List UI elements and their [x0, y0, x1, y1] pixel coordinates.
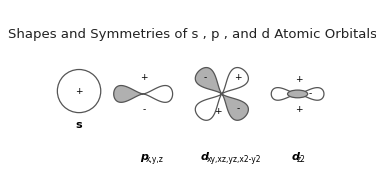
- Polygon shape: [271, 88, 297, 100]
- Polygon shape: [114, 86, 143, 102]
- Text: -: -: [308, 89, 312, 98]
- Text: s: s: [76, 120, 82, 130]
- Text: p: p: [140, 152, 148, 162]
- Text: +: +: [295, 75, 302, 84]
- Polygon shape: [195, 68, 222, 94]
- Text: d: d: [291, 152, 299, 162]
- Polygon shape: [222, 68, 249, 94]
- Text: d: d: [200, 152, 208, 162]
- Ellipse shape: [288, 90, 308, 98]
- Text: z2: z2: [297, 155, 306, 164]
- Polygon shape: [195, 94, 222, 120]
- Text: +: +: [295, 105, 302, 114]
- Polygon shape: [298, 88, 324, 100]
- Text: -: -: [204, 73, 207, 82]
- Text: -: -: [237, 104, 240, 113]
- Polygon shape: [222, 94, 249, 120]
- Text: +: +: [214, 107, 222, 116]
- Text: -: -: [142, 105, 146, 115]
- Text: +: +: [140, 73, 148, 82]
- Text: x,y,z: x,y,z: [146, 155, 163, 164]
- Text: Shapes and Symmetries of s , p , and d Atomic Orbitals: Shapes and Symmetries of s , p , and d A…: [8, 28, 376, 41]
- Text: +: +: [234, 73, 242, 82]
- Polygon shape: [143, 86, 173, 102]
- Text: +: +: [75, 86, 83, 96]
- Text: xy,xz,yz,x2-y2: xy,xz,yz,x2-y2: [206, 155, 261, 164]
